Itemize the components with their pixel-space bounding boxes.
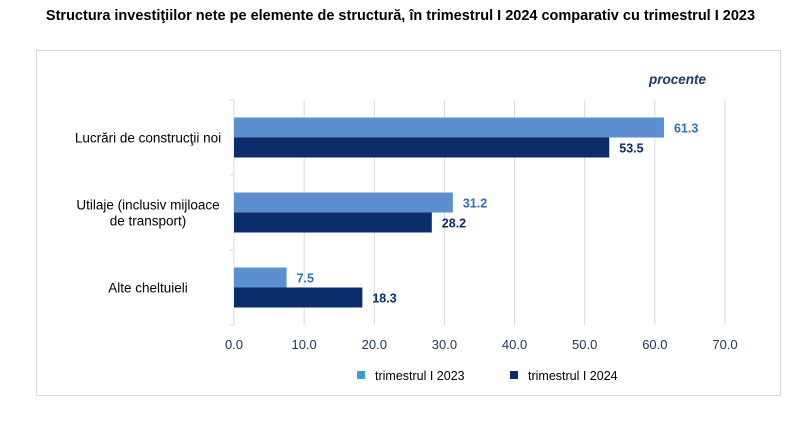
x-tick-label: 40.0 [502, 337, 527, 352]
chart-frame [36, 50, 781, 396]
x-tick-label: 70.0 [712, 337, 737, 352]
x-tick-label: 50.0 [572, 337, 597, 352]
bar [234, 287, 363, 308]
data-label: 31.2 [463, 197, 487, 211]
data-label: 61.3 [674, 122, 698, 136]
x-tick-label: 10.0 [291, 337, 316, 352]
category-label: de transport) [110, 214, 187, 229]
data-label: 53.5 [619, 142, 643, 156]
bar [234, 117, 664, 138]
data-label: 18.3 [372, 292, 396, 306]
bar [234, 192, 453, 213]
category-label: Lucrări de construcţii noi [75, 131, 221, 146]
bar [234, 212, 432, 233]
x-tick-label: 20.0 [362, 337, 387, 352]
category-label: Utilaje (inclusiv mijloace [76, 198, 219, 213]
chart-title: Structura investiţiilor nete pe elemente… [45, 8, 756, 24]
legend-swatch [357, 371, 365, 379]
bar [234, 137, 610, 158]
legend-label: trimestrul I 2024 [528, 369, 618, 383]
x-tick-label: 30.0 [432, 337, 457, 352]
legend-label: trimestrul I 2023 [375, 369, 465, 383]
data-label: 28.2 [442, 217, 466, 231]
unit-label: procente [648, 72, 707, 87]
x-tick-label: 60.0 [642, 337, 667, 352]
x-tick-label: 0.0 [225, 337, 243, 352]
legend-swatch [510, 371, 518, 379]
bar [234, 267, 287, 288]
category-label: Alte cheltuieli [108, 281, 188, 296]
data-label: 7.5 [297, 272, 314, 286]
